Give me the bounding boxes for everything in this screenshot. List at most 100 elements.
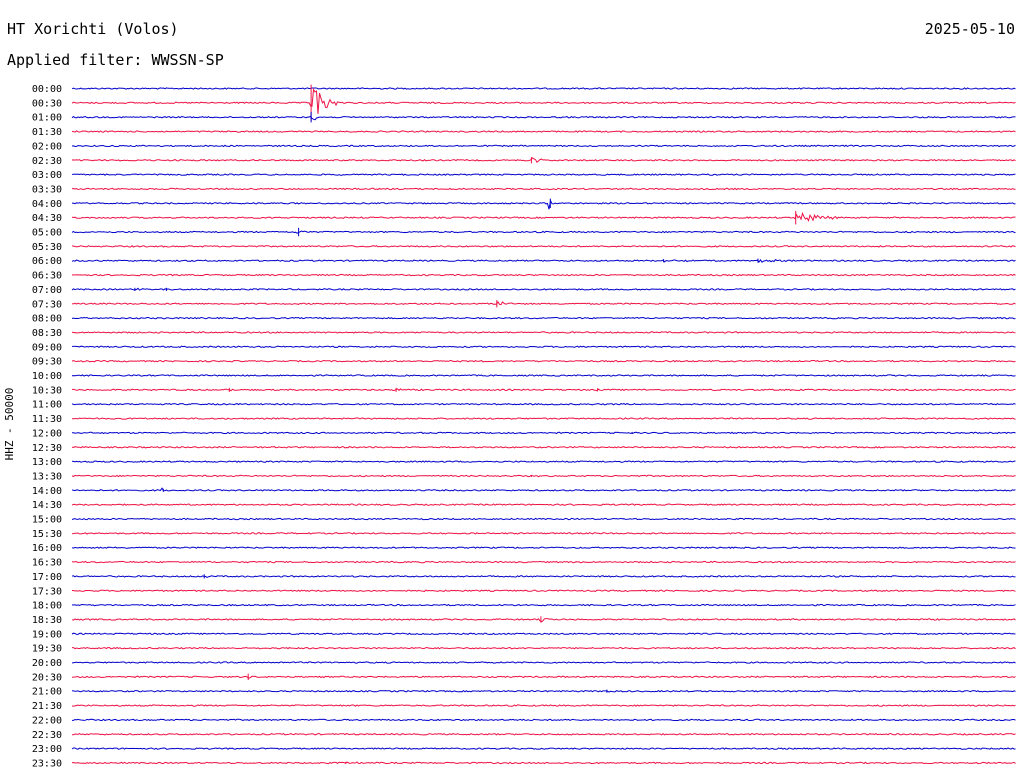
- row-tick-label: 23:30: [32, 758, 62, 769]
- trace-line-0900: [71, 345, 1016, 349]
- trace-line-2130: [71, 704, 1016, 707]
- trace-line-0830: [71, 331, 1016, 334]
- trace-line-1400: [71, 487, 1016, 492]
- row-tick-label: 20:00: [32, 658, 62, 669]
- row-tick-label: 21:30: [32, 701, 62, 712]
- trace-line-1230: [71, 445, 1016, 449]
- trace-line-0730: [71, 301, 1016, 306]
- trace-line-2230: [71, 732, 1016, 736]
- row-tick-label: 09:00: [32, 342, 62, 353]
- row-tick-label: 11:30: [32, 414, 62, 425]
- row-tick-label: 04:00: [32, 199, 62, 210]
- row-tick-label: 02:00: [32, 141, 62, 152]
- trace-line-1700: [71, 575, 1016, 578]
- row-tick-label: 00:00: [32, 84, 62, 95]
- row-tick-label: 06:00: [32, 256, 62, 267]
- row-tick-label: 13:30: [32, 471, 62, 482]
- row-tick-label: 21:00: [32, 687, 62, 698]
- row-tick-label: 10:30: [32, 385, 62, 396]
- row-tick-label: 22:30: [32, 730, 62, 741]
- row-tick-label: 03:30: [32, 184, 62, 195]
- trace-line-1200: [71, 431, 1016, 435]
- row-tick-label: 05:30: [32, 242, 62, 253]
- trace-line-2300: [71, 747, 1016, 750]
- trace-line-0630: [71, 273, 1016, 277]
- trace-line-0030: [71, 87, 1016, 114]
- trace-line-1630: [71, 560, 1016, 564]
- trace-line-1930: [72, 646, 1016, 650]
- trace-line-1300: [71, 460, 1016, 463]
- trace-line-1900: [71, 632, 1016, 636]
- row-tick-label: 15:30: [32, 529, 62, 540]
- trace-line-0530: [71, 245, 1016, 248]
- trace-line-1730: [72, 589, 1016, 593]
- trace-line-0100: [71, 115, 1016, 121]
- trace-line-2000: [71, 661, 1016, 664]
- trace-line-0430: [71, 211, 1016, 223]
- date-label: 2025-05-10: [924, 20, 1015, 38]
- trace-line-0800: [71, 316, 1016, 320]
- trace-line-0230: [71, 157, 1016, 163]
- trace-line-0700: [71, 287, 1016, 291]
- row-tick-label: 01:00: [32, 113, 62, 124]
- row-tick-label: 09:30: [32, 357, 62, 368]
- row-tick-label: 07:30: [32, 299, 62, 310]
- row-tick-label: 20:30: [32, 672, 62, 683]
- trace-line-0000: [71, 87, 1016, 90]
- row-tick-label: 23:00: [32, 744, 62, 755]
- row-tick-label: 06:30: [32, 271, 62, 282]
- row-tick-label: 12:00: [32, 428, 62, 439]
- trace-line-2100: [71, 689, 1016, 693]
- row-tick-label: 02:30: [32, 156, 62, 167]
- trace-line-0400: [72, 198, 1016, 210]
- row-tick-label: 16:00: [32, 543, 62, 554]
- row-tick-label: 03:00: [32, 170, 62, 181]
- row-tick-label: 19:00: [32, 629, 62, 640]
- trace-line-1000: [71, 374, 1016, 377]
- row-tick-label: 15:00: [32, 515, 62, 526]
- trace-line-2200: [72, 718, 1016, 722]
- row-tick-label: 10:00: [32, 371, 62, 382]
- row-tick-label: 14:00: [32, 486, 62, 497]
- trace-line-2030: [71, 675, 1016, 679]
- row-tick-label: 17:30: [32, 586, 62, 597]
- trace-line-0200: [71, 144, 1016, 148]
- trace-line-1430: [71, 503, 1016, 506]
- row-tick-label: 17:00: [32, 572, 62, 583]
- row-tick-label: 07:00: [32, 285, 62, 296]
- row-tick-label: 18:30: [32, 615, 62, 626]
- row-tick-label: 16:30: [32, 558, 62, 569]
- trace-line-0300: [71, 173, 1016, 176]
- trace-line-1130: [71, 417, 1016, 420]
- row-tick-label: 22:00: [32, 715, 62, 726]
- trace-line-1330: [71, 474, 1016, 478]
- row-tick-label: 01:30: [32, 127, 62, 138]
- trace-line-0500: [71, 230, 1016, 234]
- trace-line-1500: [71, 517, 1016, 521]
- row-tick-label: 18:00: [32, 601, 62, 612]
- row-tick-label: 08:00: [32, 314, 62, 325]
- row-tick-label: 13:00: [32, 457, 62, 468]
- row-tick-label: 19:30: [32, 644, 62, 655]
- row-tick-label: 11:00: [32, 400, 62, 411]
- row-tick-label: 14:30: [32, 500, 62, 511]
- station-title: HT Xorichti (Volos): [7, 20, 179, 38]
- row-tick-label: 08:30: [32, 328, 62, 339]
- tick-label-group: 00:00 00:30 01:00 01:30 02:00 02:30 03:00 03:30…: [32, 84, 62, 769]
- trace-line-0930: [71, 359, 1016, 363]
- row-tick-label: 04:30: [32, 213, 62, 224]
- trace-line-0600: [71, 258, 1016, 263]
- trace-line-2330: [71, 761, 1016, 765]
- row-tick-label: 12:30: [32, 443, 62, 454]
- trace-line-1800: [71, 603, 1016, 607]
- trace-group: [71, 84, 1016, 765]
- row-tick-label: 00:30: [32, 98, 62, 109]
- trace-line-1100: [71, 402, 1016, 406]
- trace-line-0130: [71, 130, 1016, 133]
- trace-line-1530: [71, 532, 1016, 535]
- trace-line-0330: [71, 187, 1016, 191]
- trace-line-1030: [71, 388, 1016, 392]
- trace-line-1830: [71, 618, 1016, 623]
- filter-label: Applied filter: WWSSN-SP: [7, 51, 224, 69]
